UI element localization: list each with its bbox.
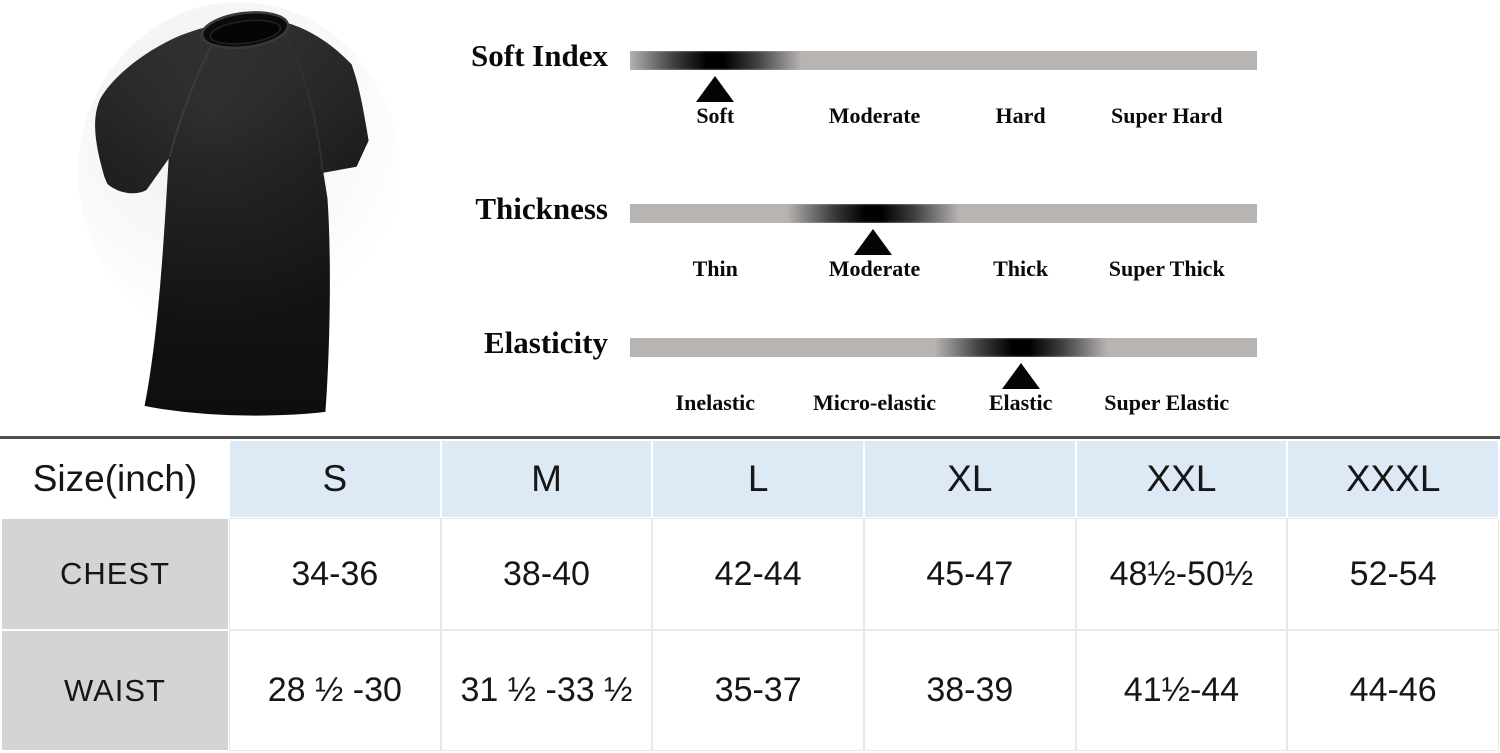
waist-value-xxl: 41½-44 bbox=[1076, 631, 1287, 750]
size-column-xxl: XXL bbox=[1076, 441, 1287, 517]
waist-value-xl: 38-39 bbox=[864, 631, 1075, 750]
scale-row-thickness: Thickness Thin Moderate Thick Super Thic… bbox=[428, 181, 1500, 301]
scale-bar-track bbox=[630, 51, 1257, 70]
row-label-chest: CHEST bbox=[2, 519, 228, 629]
waist-value-xxxl: 44-46 bbox=[1288, 631, 1498, 750]
size-table-header-row: Size(inch) S M L XL XXL XXXL bbox=[2, 441, 1498, 517]
scale-row-elasticity: Elasticity Inelastic Micro-elastic Elast… bbox=[428, 315, 1500, 435]
scale-title: Elasticity bbox=[484, 325, 608, 360]
triangle-marker-icon bbox=[1001, 363, 1040, 389]
scale-tick-label: Super Hard bbox=[1110, 103, 1223, 128]
scale-title: Soft Index bbox=[471, 38, 608, 73]
scale-tick-label: Moderate bbox=[828, 103, 921, 128]
tshirt-collar bbox=[200, 11, 290, 50]
size-chart: Size(inch) S M L XL XXL XXXL CHEST 34-36… bbox=[0, 436, 1500, 753]
scale-tick-label: Thin bbox=[692, 256, 738, 281]
chest-value-xl: 45-47 bbox=[864, 519, 1075, 629]
size-table: Size(inch) S M L XL XXL XXXL CHEST 34-36… bbox=[0, 439, 1500, 752]
scale-tick-label: Super Elastic bbox=[1104, 390, 1230, 415]
size-column-s: S bbox=[230, 441, 440, 517]
scale-tick-label: Super Thick bbox=[1108, 256, 1225, 281]
scale-tick-label: Inelastic bbox=[675, 390, 755, 415]
scale-value-spot bbox=[630, 51, 802, 70]
scale-bar: Thin Moderate Thick Super Thick bbox=[630, 204, 1257, 281]
tshirt-illustration bbox=[78, 2, 400, 416]
attribute-scales: Soft Index Soft Moderate Hard Super Hard… bbox=[428, 0, 1500, 436]
scale-row-soft-index: Soft Index Soft Moderate Hard Super Hard bbox=[428, 28, 1500, 148]
scale-value-spot bbox=[787, 204, 960, 223]
chest-value-l: 42-44 bbox=[653, 519, 863, 629]
scale-value-spot bbox=[934, 338, 1107, 357]
size-unit-header: Size(inch) bbox=[2, 441, 228, 517]
waist-value-l: 35-37 bbox=[653, 631, 863, 750]
waist-value-m: 31 ½ -33 ½ bbox=[441, 631, 652, 750]
chest-value-s: 34-36 bbox=[230, 519, 440, 629]
chest-value-xxxl: 52-54 bbox=[1288, 519, 1498, 629]
chest-value-m: 38-40 bbox=[441, 519, 652, 629]
scale-tick-label: Hard bbox=[995, 103, 1046, 128]
scale-tick-label: Moderate bbox=[828, 256, 921, 281]
scale-title: Thickness bbox=[475, 191, 608, 226]
product-photo-tshirt bbox=[58, 2, 420, 430]
row-label-waist: WAIST bbox=[2, 631, 228, 750]
scale-bar: Soft Moderate Hard Super Hard bbox=[630, 51, 1257, 128]
table-row-chest: CHEST 34-36 38-40 42-44 45-47 48½-50½ 52… bbox=[2, 519, 1498, 629]
size-column-m: M bbox=[441, 441, 652, 517]
chest-value-xxl: 48½-50½ bbox=[1076, 519, 1287, 629]
size-column-xxxl: XXXL bbox=[1288, 441, 1498, 517]
scale-tick-label: Micro-elastic bbox=[813, 390, 937, 415]
scale-tick-label: Elastic bbox=[988, 390, 1053, 415]
triangle-marker-icon bbox=[854, 229, 893, 255]
scale-tick-label: Soft bbox=[696, 103, 735, 128]
scale-bar: Inelastic Micro-elastic Elastic Super El… bbox=[630, 338, 1257, 415]
table-row-waist: WAIST 28 ½ -30 31 ½ -33 ½ 35-37 38-39 41… bbox=[2, 631, 1498, 750]
waist-value-s: 28 ½ -30 bbox=[230, 631, 440, 750]
scale-tick-label: Thick bbox=[993, 256, 1049, 281]
size-column-xl: XL bbox=[864, 441, 1075, 517]
triangle-marker-icon bbox=[696, 76, 735, 102]
scale-bar-track bbox=[630, 204, 1257, 223]
size-column-l: L bbox=[653, 441, 863, 517]
scale-bar-track bbox=[630, 338, 1257, 357]
